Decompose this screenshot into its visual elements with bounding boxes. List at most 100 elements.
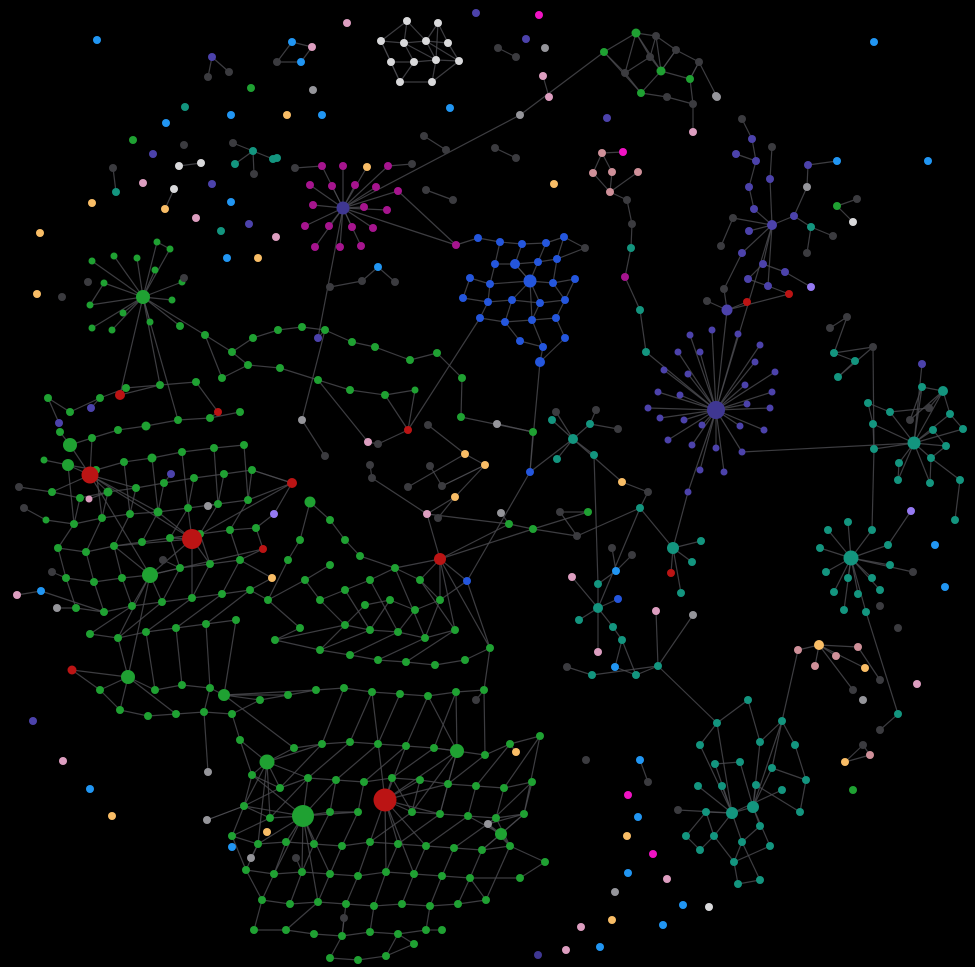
graph-node-green[interactable] bbox=[528, 778, 536, 786]
graph-node-green[interactable] bbox=[426, 902, 434, 910]
graph-node-green[interactable] bbox=[382, 952, 390, 960]
graph-node-green[interactable] bbox=[48, 488, 56, 496]
graph-node-magenta[interactable] bbox=[325, 222, 333, 230]
graph-node-dark-gray[interactable] bbox=[614, 425, 622, 433]
graph-node-dark-gray[interactable] bbox=[159, 556, 167, 564]
graph-node-azure[interactable] bbox=[374, 263, 382, 271]
graph-node-royal-blue[interactable] bbox=[516, 337, 524, 345]
graph-node-green[interactable] bbox=[244, 361, 252, 369]
graph-node-magenta[interactable] bbox=[348, 223, 356, 231]
graph-node-green[interactable] bbox=[88, 257, 96, 265]
graph-node-green[interactable] bbox=[166, 245, 174, 253]
graph-node-red[interactable] bbox=[743, 298, 751, 306]
graph-node-purple[interactable] bbox=[771, 368, 779, 376]
graph-node-green[interactable] bbox=[62, 459, 74, 471]
graph-node-pink[interactable] bbox=[85, 495, 93, 503]
graph-node-teal[interactable] bbox=[718, 782, 726, 790]
graph-node-pink[interactable] bbox=[272, 233, 280, 241]
graph-node-dark-gray[interactable] bbox=[628, 220, 636, 228]
graph-node-purple[interactable] bbox=[522, 35, 530, 43]
graph-node-green[interactable] bbox=[416, 576, 424, 584]
graph-node-azure[interactable] bbox=[37, 587, 45, 595]
graph-node-dark-gray[interactable] bbox=[424, 421, 432, 429]
graph-node-green[interactable] bbox=[218, 374, 226, 382]
graph-node-teal[interactable] bbox=[568, 434, 578, 444]
graph-node-green[interactable] bbox=[500, 784, 508, 792]
graph-node-green[interactable] bbox=[438, 926, 446, 934]
graph-node-green[interactable] bbox=[394, 628, 402, 636]
graph-node-green[interactable] bbox=[192, 378, 200, 386]
graph-node-teal[interactable] bbox=[756, 876, 764, 884]
graph-node-pink[interactable] bbox=[545, 93, 553, 101]
graph-node-green[interactable] bbox=[88, 434, 96, 442]
graph-node-gray[interactable] bbox=[689, 611, 697, 619]
graph-node-teal[interactable] bbox=[744, 696, 752, 704]
graph-node-purple[interactable] bbox=[208, 53, 216, 61]
graph-node-green[interactable] bbox=[656, 66, 666, 76]
graph-node-green[interactable] bbox=[98, 514, 106, 522]
graph-node-teal[interactable] bbox=[590, 451, 598, 459]
graph-node-dark-gray[interactable] bbox=[573, 532, 581, 540]
graph-node-green[interactable] bbox=[126, 510, 134, 518]
graph-node-dark-gray[interactable] bbox=[180, 274, 188, 282]
graph-node-green[interactable] bbox=[346, 651, 354, 659]
graph-node-green[interactable] bbox=[218, 590, 226, 598]
graph-node-magenta[interactable] bbox=[309, 201, 317, 209]
graph-node-gray[interactable] bbox=[611, 888, 619, 896]
graph-node-red[interactable] bbox=[67, 665, 77, 675]
graph-node-royal-blue[interactable] bbox=[561, 296, 569, 304]
graph-node-teal[interactable] bbox=[802, 776, 810, 784]
graph-node-green[interactable] bbox=[240, 441, 248, 449]
graph-node-green[interactable] bbox=[444, 780, 452, 788]
graph-node-azure[interactable] bbox=[611, 663, 619, 671]
graph-node-orange[interactable] bbox=[161, 205, 169, 213]
graph-node-royal-blue[interactable] bbox=[496, 238, 504, 246]
graph-node-green[interactable] bbox=[178, 448, 186, 456]
graph-node-salmon[interactable] bbox=[832, 652, 840, 660]
graph-node-green[interactable] bbox=[44, 394, 52, 402]
graph-node-green[interactable] bbox=[430, 744, 438, 752]
graph-node-hot-pink[interactable] bbox=[624, 791, 632, 799]
graph-node-green[interactable] bbox=[631, 28, 641, 38]
graph-node-green[interactable] bbox=[76, 494, 84, 502]
graph-node-azure[interactable] bbox=[870, 38, 878, 46]
graph-node-white[interactable] bbox=[428, 78, 436, 86]
graph-node-purple[interactable] bbox=[760, 426, 768, 434]
graph-node-green[interactable] bbox=[141, 421, 151, 431]
graph-node-green[interactable] bbox=[354, 956, 362, 964]
graph-node-orange[interactable] bbox=[618, 478, 626, 486]
graph-node-purple[interactable] bbox=[721, 304, 733, 316]
graph-node-green[interactable] bbox=[166, 534, 174, 542]
graph-node-green[interactable] bbox=[271, 636, 279, 644]
graph-node-dark-gray[interactable] bbox=[768, 143, 776, 151]
graph-node-dark-gray[interactable] bbox=[652, 32, 660, 40]
graph-node-orange[interactable] bbox=[363, 163, 371, 171]
graph-node-dark-gray[interactable] bbox=[621, 69, 629, 77]
graph-node-teal[interactable] bbox=[627, 244, 635, 252]
graph-node-royal-blue[interactable] bbox=[466, 274, 474, 282]
graph-node-purple[interactable] bbox=[688, 441, 696, 449]
graph-node-orange[interactable] bbox=[36, 229, 44, 237]
graph-node-green[interactable] bbox=[120, 458, 128, 466]
graph-node-teal[interactable] bbox=[594, 580, 602, 588]
graph-node-green[interactable] bbox=[103, 487, 113, 497]
graph-node-teal[interactable] bbox=[667, 542, 679, 554]
graph-node-green[interactable] bbox=[246, 586, 254, 594]
graph-node-orange[interactable] bbox=[461, 450, 469, 458]
graph-node-azure[interactable] bbox=[93, 36, 101, 44]
graph-node-green[interactable] bbox=[296, 536, 304, 544]
graph-node-dark-gray[interactable] bbox=[563, 663, 571, 671]
graph-node-dark-gray[interactable] bbox=[843, 313, 851, 321]
graph-node-green[interactable] bbox=[406, 356, 414, 364]
graph-node-green[interactable] bbox=[116, 706, 124, 714]
graph-node-green[interactable] bbox=[254, 840, 262, 848]
graph-node-teal[interactable] bbox=[951, 516, 959, 524]
graph-node-royal-blue[interactable] bbox=[476, 314, 484, 322]
graph-node-green[interactable] bbox=[100, 608, 108, 616]
graph-node-green[interactable] bbox=[236, 556, 244, 564]
graph-node-dark-gray[interactable] bbox=[225, 68, 233, 76]
graph-node-dark-gray[interactable] bbox=[695, 58, 703, 66]
graph-node-dark-gray[interactable] bbox=[703, 297, 711, 305]
graph-node-teal[interactable] bbox=[778, 717, 786, 725]
graph-node-royal-blue[interactable] bbox=[539, 343, 547, 351]
